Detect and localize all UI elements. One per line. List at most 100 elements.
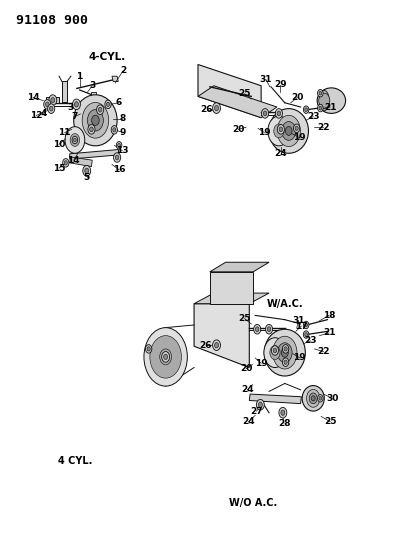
- Circle shape: [85, 168, 89, 173]
- Circle shape: [213, 340, 221, 351]
- Text: 14: 14: [27, 93, 39, 102]
- Circle shape: [145, 345, 152, 353]
- Text: 22: 22: [317, 347, 330, 356]
- Text: 91108 900: 91108 900: [17, 14, 88, 27]
- Polygon shape: [112, 76, 118, 82]
- Polygon shape: [70, 150, 119, 159]
- Text: 25: 25: [238, 314, 251, 323]
- Circle shape: [162, 352, 169, 362]
- Circle shape: [97, 105, 104, 115]
- Circle shape: [147, 347, 150, 351]
- Circle shape: [63, 159, 69, 167]
- Text: 21: 21: [324, 102, 337, 111]
- Circle shape: [277, 115, 300, 147]
- Circle shape: [277, 125, 284, 134]
- Polygon shape: [194, 293, 269, 304]
- Circle shape: [215, 106, 219, 111]
- Polygon shape: [62, 82, 67, 102]
- Circle shape: [318, 90, 323, 97]
- Circle shape: [113, 128, 116, 132]
- Circle shape: [295, 126, 298, 131]
- Circle shape: [74, 102, 78, 107]
- Circle shape: [264, 338, 286, 368]
- Text: 3: 3: [68, 102, 74, 111]
- Text: 2: 2: [120, 67, 126, 75]
- Circle shape: [293, 124, 300, 133]
- Circle shape: [107, 102, 110, 107]
- Ellipse shape: [302, 385, 324, 411]
- Circle shape: [267, 327, 271, 332]
- Polygon shape: [198, 86, 277, 118]
- Text: 26: 26: [200, 341, 212, 350]
- Circle shape: [282, 122, 296, 140]
- Circle shape: [116, 142, 122, 149]
- Polygon shape: [194, 304, 249, 368]
- Ellipse shape: [317, 88, 346, 114]
- Circle shape: [318, 394, 323, 402]
- Circle shape: [319, 106, 322, 110]
- Circle shape: [144, 328, 187, 386]
- Ellipse shape: [74, 95, 117, 146]
- Text: 1: 1: [76, 71, 83, 80]
- Circle shape: [91, 115, 99, 125]
- Circle shape: [274, 124, 284, 138]
- Circle shape: [88, 110, 103, 131]
- Circle shape: [263, 111, 267, 116]
- Circle shape: [258, 402, 262, 407]
- Text: 8: 8: [119, 114, 126, 123]
- Circle shape: [281, 410, 285, 415]
- Circle shape: [311, 396, 315, 401]
- Circle shape: [305, 333, 308, 336]
- Polygon shape: [198, 64, 261, 118]
- Circle shape: [319, 93, 330, 108]
- Text: 25: 25: [324, 417, 337, 426]
- Circle shape: [282, 345, 289, 353]
- Circle shape: [277, 111, 281, 116]
- Circle shape: [160, 349, 171, 365]
- Circle shape: [281, 348, 288, 357]
- Text: 29: 29: [274, 80, 286, 89]
- Text: 25: 25: [238, 89, 251, 98]
- Text: 19: 19: [293, 133, 306, 142]
- Text: W/O A.C.: W/O A.C.: [229, 498, 277, 508]
- Circle shape: [270, 346, 280, 360]
- Circle shape: [254, 325, 261, 334]
- Ellipse shape: [319, 91, 329, 111]
- Circle shape: [115, 155, 119, 160]
- Text: 14: 14: [67, 156, 80, 165]
- Circle shape: [305, 108, 308, 111]
- Text: 4: 4: [40, 109, 46, 118]
- Text: 3: 3: [89, 81, 95, 90]
- Circle shape: [72, 99, 80, 110]
- Circle shape: [261, 109, 268, 118]
- Circle shape: [303, 321, 309, 329]
- Circle shape: [150, 336, 181, 378]
- Text: 19: 19: [258, 128, 270, 137]
- Circle shape: [278, 343, 292, 362]
- Text: 20: 20: [240, 364, 252, 373]
- Circle shape: [268, 116, 290, 146]
- Circle shape: [164, 354, 168, 360]
- Circle shape: [64, 161, 67, 165]
- Circle shape: [215, 343, 219, 348]
- Text: 22: 22: [317, 123, 330, 132]
- Circle shape: [307, 390, 320, 407]
- Circle shape: [318, 104, 323, 112]
- Circle shape: [303, 331, 309, 338]
- Circle shape: [284, 347, 287, 351]
- Polygon shape: [210, 262, 269, 272]
- Text: 20: 20: [232, 125, 244, 134]
- Text: 20: 20: [291, 93, 304, 102]
- Text: 11: 11: [58, 128, 71, 137]
- Circle shape: [271, 346, 278, 356]
- Text: 15: 15: [53, 164, 65, 173]
- Circle shape: [213, 103, 221, 114]
- Text: 4-CYL.: 4-CYL.: [89, 52, 126, 61]
- Text: 23: 23: [307, 112, 320, 121]
- Circle shape: [265, 325, 272, 334]
- Circle shape: [82, 102, 109, 138]
- Polygon shape: [210, 272, 253, 304]
- Text: 12: 12: [30, 111, 42, 120]
- Text: 31: 31: [260, 75, 272, 84]
- Polygon shape: [249, 394, 301, 403]
